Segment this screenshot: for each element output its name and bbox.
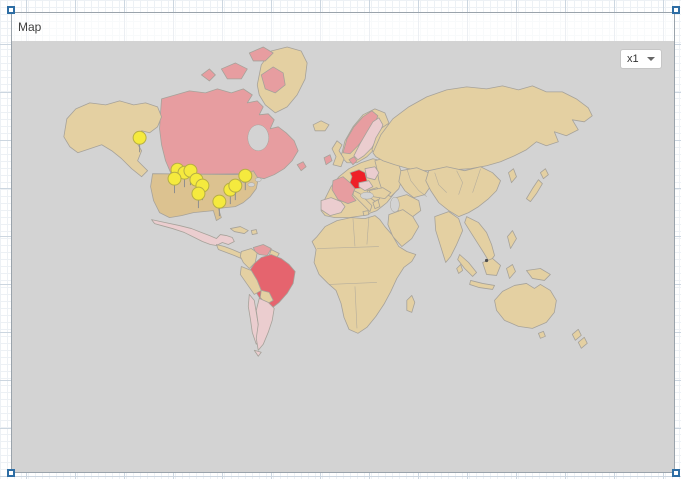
selection-handle-se[interactable] (672, 469, 680, 477)
country-sicily[interactable] (362, 210, 370, 216)
island-sulawesi[interactable] (506, 264, 516, 279)
border-line (434, 172, 447, 193)
country-nz-north[interactable] (571, 328, 582, 341)
world-map (63, 46, 593, 357)
region-se-asia[interactable] (464, 216, 495, 263)
country-russia[interactable] (372, 85, 593, 172)
map-zoom-value: x1 (627, 53, 639, 65)
border-line (366, 216, 370, 245)
selection-handle-nw[interactable] (7, 6, 15, 14)
island-borneo[interactable] (482, 258, 501, 276)
border-line (406, 168, 427, 197)
map-marker[interactable] (167, 171, 182, 186)
country-colombia[interactable] (239, 248, 258, 269)
border-line (352, 218, 356, 247)
country-korea[interactable] (508, 168, 517, 184)
country-greece[interactable] (372, 199, 381, 210)
country-sri-lanka[interactable] (456, 264, 464, 274)
selection-handle-ne[interactable] (672, 6, 680, 14)
map-marker[interactable] (228, 178, 243, 193)
country-baffin-island[interactable] (260, 66, 286, 94)
country-china[interactable] (425, 166, 501, 217)
country-denmark[interactable] (348, 156, 358, 166)
region-africa[interactable] (311, 215, 417, 334)
island-philippines[interactable] (507, 230, 517, 249)
map-marker[interactable] (212, 194, 227, 209)
country-tierra-del-fuego[interactable] (253, 349, 262, 357)
region-central-asia[interactable] (398, 167, 433, 199)
black-sea (360, 191, 374, 200)
map-marker[interactable] (132, 130, 147, 145)
selection-handle-sw[interactable] (7, 469, 15, 477)
border-line (354, 286, 358, 329)
hudson-bay (247, 124, 269, 151)
map-marker[interactable] (191, 186, 206, 201)
chevron-down-icon (647, 57, 655, 61)
country-poland[interactable] (364, 166, 380, 181)
map-chart[interactable]: Map (7, 6, 680, 477)
country-hispaniola[interactable] (250, 229, 258, 235)
border-line (329, 282, 377, 285)
country-madagascar[interactable] (406, 295, 416, 313)
country-australia[interactable] (494, 283, 557, 329)
country-iberia[interactable] (320, 197, 346, 216)
country-argentina[interactable] (255, 298, 275, 351)
markers-layer (132, 130, 489, 263)
island-new-guinea[interactable] (526, 268, 551, 281)
map-zoom-dropdown[interactable]: x1 (620, 49, 662, 69)
country-arctic-island[interactable] (201, 68, 216, 82)
island-java[interactable] (469, 280, 495, 290)
island-tasmania[interactable] (538, 330, 546, 339)
country-nz-south[interactable] (577, 336, 588, 349)
great-lake-2 (247, 182, 255, 187)
country-czech-austria[interactable] (358, 180, 374, 192)
country-newfoundland[interactable] (296, 161, 307, 172)
country-sweden[interactable] (353, 117, 384, 161)
border-line (472, 168, 481, 193)
country-japan[interactable] (526, 179, 543, 203)
country-norway[interactable] (342, 110, 379, 155)
region-arabia[interactable] (387, 209, 420, 247)
border-line (456, 170, 463, 195)
map-plot-area[interactable]: x1 (12, 41, 674, 472)
caspian-sea (390, 196, 400, 213)
country-peru[interactable] (239, 266, 262, 295)
country-alaska[interactable] (63, 100, 162, 178)
border-line (317, 246, 379, 249)
map-marker[interactable] (238, 168, 253, 183)
country-iceland[interactable] (312, 120, 330, 132)
chart-title-bar[interactable]: Map (12, 13, 674, 41)
country-hokkaido[interactable] (540, 168, 549, 180)
country-ellesmere[interactable] (248, 46, 274, 62)
small-map-marker[interactable] (484, 258, 489, 263)
country-france[interactable] (331, 176, 357, 205)
country-cuba[interactable] (229, 226, 249, 234)
country-victoria-island[interactable] (220, 62, 248, 80)
country-india[interactable] (434, 211, 464, 263)
country-mexico[interactable] (151, 219, 235, 246)
island-sumatra[interactable] (457, 254, 477, 277)
great-lake-3 (255, 177, 262, 182)
chart-title: Map (18, 20, 42, 34)
country-uk[interactable] (331, 140, 345, 168)
country-ireland[interactable] (323, 154, 333, 166)
